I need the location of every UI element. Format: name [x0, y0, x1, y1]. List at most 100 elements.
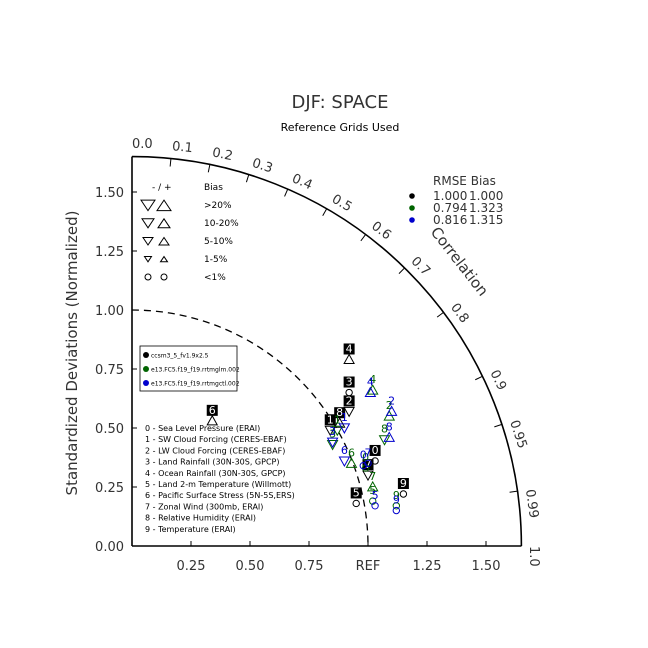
variable-legend-item: 8 - Relative Humidity (ERAI) [145, 514, 256, 523]
rmse-value: 0.816 [433, 213, 467, 227]
data-point-marker [338, 456, 351, 467]
variable-legend-item: 7 - Zonal Wind (300mb, ERAI) [145, 502, 263, 511]
data-point-marker [378, 435, 391, 446]
correlation-tick-label: 0.2 [211, 145, 234, 164]
y-axis-label: Standardized Deviations (Normalized) [63, 211, 81, 496]
data-point-label: 7 [365, 446, 372, 459]
outer-arc [131, 155, 523, 547]
variable-legend-item: 5 - Land 2-m Temperature (Willmott) [145, 480, 291, 489]
correlation-tick-mark [169, 158, 172, 167]
correlation-tick-mark [398, 267, 405, 274]
y-tick-label: 0.25 [95, 481, 124, 496]
data-point-label: 3 [346, 376, 353, 389]
data-point-label: 0 [372, 444, 379, 457]
bias-legend-down-marker [143, 256, 153, 263]
variable-legend-item: 2 - LW Cloud Forcing (CERES-EBAF) [145, 446, 285, 455]
correlation-tick-label: 0.3 [250, 156, 274, 177]
bias-legend-label: 10-20% [204, 219, 239, 229]
reference-arc [131, 309, 369, 547]
data-point-label: 5 [372, 489, 379, 502]
bias-legend-label: >20% [204, 201, 232, 211]
correlation-tick-mark [509, 490, 518, 493]
correlation-tick-label: 0.1 [171, 139, 193, 156]
case-legend-box [139, 345, 238, 392]
data-point-marker [364, 386, 377, 398]
correlation-label: Correlation [427, 223, 492, 299]
data-point-label-box [343, 376, 355, 388]
rmse-table-header: RMSE Bias [433, 174, 496, 188]
case-legend-label: ccsm3_5_fv1.9x2.5 [151, 353, 209, 360]
bias-legend-down-marker [142, 237, 154, 246]
correlation-tick-label: 0.95 [506, 418, 529, 450]
data-point-label: 8 [381, 423, 388, 436]
data-point-label: 2 [388, 394, 395, 407]
data-point-label: 0 [362, 451, 369, 464]
y-tick-label: 1.50 [95, 186, 124, 201]
data-point-marker [364, 459, 372, 468]
data-point-marker [399, 490, 408, 498]
data-point-marker [333, 417, 346, 428]
correlation-tick-label: 0.99 [522, 488, 541, 519]
data-point-label-box [350, 487, 362, 499]
ref-label: REF [356, 559, 381, 574]
data-point-marker [343, 353, 355, 364]
bias-legend-circle-marker [144, 273, 152, 281]
case-legend-label: e13.FC5.f19_f19.rrtmgctl.002 [151, 381, 240, 388]
data-point-label: 2 [386, 399, 393, 412]
case-legend-label: e13.FC5.f19_f19.rrtmglm.002 [151, 367, 240, 374]
data-point-label: 8 [386, 420, 393, 433]
chart-subtitle: Reference Grids Used [281, 121, 400, 134]
data-point-label: 6 [341, 444, 348, 457]
correlation-tick-mark [245, 174, 250, 183]
y-tick-label: 0.00 [95, 540, 124, 555]
data-point-label: 8 [336, 406, 343, 419]
data-point-marker [383, 431, 396, 442]
x-tick-label: 0.25 [177, 559, 206, 574]
rmse-table-dot [409, 217, 415, 223]
correlation-tick-label: 0.0 [132, 137, 153, 152]
variable-legend-item: 1 - SW Cloud Forcing (CERES-EBAF) [145, 435, 287, 444]
data-point-marker [326, 437, 339, 449]
correlation-tick-mark [475, 375, 483, 381]
data-point-label-box [324, 414, 336, 426]
data-point-marker [392, 506, 401, 515]
correlation-tick-mark [207, 164, 211, 173]
rmse-table-dot [409, 193, 415, 199]
bias-legend-label: 5-10% [204, 237, 233, 247]
rmse-value: 0.794 [433, 201, 467, 215]
data-point-marker [369, 497, 377, 505]
correlation-tick-mark [284, 188, 289, 197]
data-point-label: 9 [393, 494, 400, 507]
data-point-marker [362, 470, 374, 482]
data-point-marker [361, 464, 370, 472]
data-point-marker [345, 457, 358, 468]
data-point-label: 6 [348, 446, 355, 459]
data-point-label: 9 [393, 489, 400, 502]
data-point-label-box [334, 407, 346, 419]
correlation-tick-mark [322, 208, 328, 216]
x-tick-label: 1.50 [472, 559, 501, 574]
data-point-label: 7 [365, 458, 372, 471]
bias-legend-up-marker [157, 217, 171, 229]
correlation-tick-label: 1.0 [526, 546, 541, 567]
data-point-label: 4 [346, 342, 353, 355]
data-point-label: 1 [334, 413, 341, 426]
data-point-label: 4 [369, 373, 376, 386]
bias-legend-down-marker [140, 199, 156, 212]
bias-legend-header: - / + [152, 183, 172, 193]
data-point-label-box [369, 444, 381, 456]
data-point-label: 2 [346, 394, 353, 407]
data-point-label-box [343, 343, 355, 355]
data-point-label: 7 [369, 470, 376, 483]
data-point-label: 9 [400, 477, 407, 490]
data-point-marker [352, 499, 360, 508]
data-point-marker [359, 461, 367, 470]
data-point-marker [326, 439, 339, 451]
bias-legend-up-marker [159, 255, 169, 263]
data-point-marker [385, 405, 398, 416]
variable-legend-item: 0 - Sea Level Pressure (ERAI) [145, 424, 260, 433]
y-tick-label: 0.75 [95, 363, 124, 378]
case-legend-dot [143, 352, 149, 358]
data-point-marker [331, 425, 344, 437]
